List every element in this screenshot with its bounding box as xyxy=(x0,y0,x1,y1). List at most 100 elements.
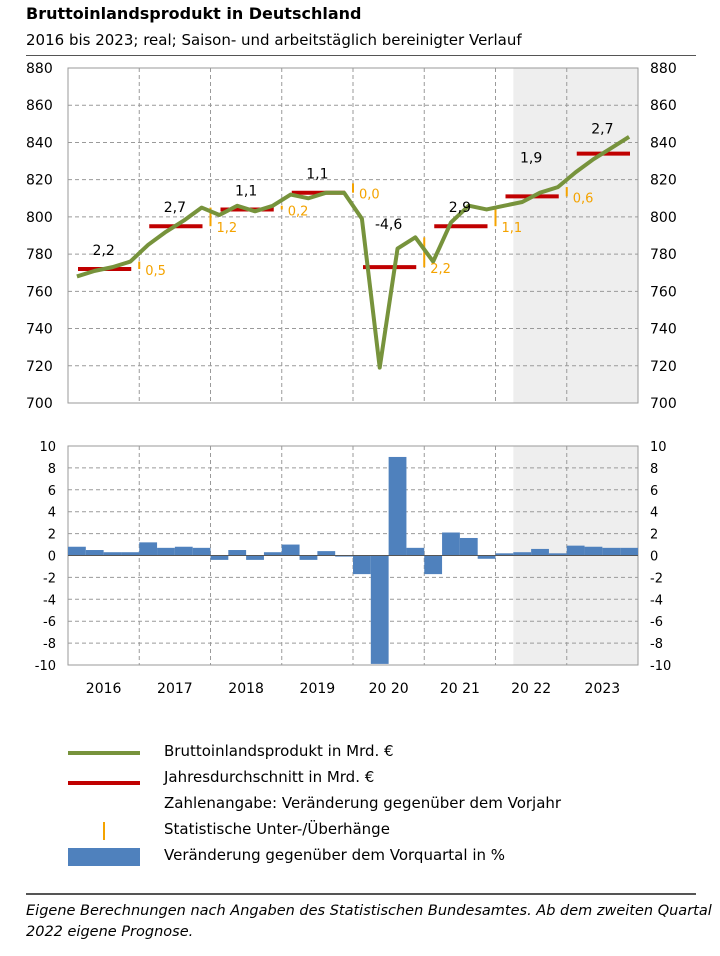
lower-y-tick-right: -10 xyxy=(650,659,671,674)
annual-change-label: 2,2 xyxy=(92,243,114,259)
lower-y-tick-left: 4 xyxy=(48,506,56,521)
legend-label-overhang: Statistische Unter-/Überhänge xyxy=(164,820,390,838)
lower-y-tick-right: -2 xyxy=(650,571,663,586)
lower-y-tick-left: 6 xyxy=(48,484,56,499)
quarterly-change-bar xyxy=(263,552,282,556)
quarterly-change-bar xyxy=(157,547,175,556)
legend-green-line-symbol xyxy=(68,751,140,755)
legend-label-annual-average: Jahresdurchschnitt in Mrd. € xyxy=(164,768,375,786)
lower-y-tick-left: -8 xyxy=(43,637,56,652)
lower-y-tick-left: -6 xyxy=(43,615,56,630)
quarterly-change-bar xyxy=(459,537,478,556)
upper-y-tick-right: 700 xyxy=(650,396,677,412)
lower-y-tick-left: -10 xyxy=(35,659,56,674)
quarterly-change-bar xyxy=(388,456,407,556)
x-year-label: 2018 xyxy=(228,681,264,697)
chart-title: Bruttoinlandsprodukt in Deutschland xyxy=(26,4,362,23)
upper-y-tick-left: 880 xyxy=(26,61,53,77)
quarterly-change-bar xyxy=(477,555,496,559)
footnote-rule xyxy=(26,893,696,895)
upper-y-tick-left: 760 xyxy=(26,284,53,300)
lower-y-tick-left: 8 xyxy=(48,462,56,477)
quarterly-change-bar xyxy=(584,546,603,556)
upper-y-tick-right: 840 xyxy=(650,135,677,151)
x-year-label: 20 22 xyxy=(511,681,551,697)
legend-label-yoy-figures: Zahlenangabe: Veränderung gegenüber dem … xyxy=(164,794,562,812)
lower-y-tick-right: 2 xyxy=(650,528,658,543)
overhang-label: 0,0 xyxy=(359,188,380,203)
annual-change-label: -4,6 xyxy=(375,217,402,233)
quarterly-change-bar xyxy=(281,544,300,556)
annual-change-label: 2,7 xyxy=(164,200,186,216)
upper-y-tick-left: 720 xyxy=(26,359,53,375)
lower-y-tick-right: 4 xyxy=(650,506,658,521)
upper-y-tick-left: 800 xyxy=(26,210,53,226)
legend-item-yoy-figures: Zahlenangabe: Veränderung gegenüber dem … xyxy=(68,792,708,818)
upper-y-tick-left: 840 xyxy=(26,135,53,151)
quarterly-change-bar xyxy=(424,555,443,575)
forecast-shade-upper xyxy=(513,68,638,403)
x-year-label: 2017 xyxy=(157,681,193,697)
quarterly-change-bar xyxy=(174,546,193,556)
annual-change-label: 2,7 xyxy=(591,122,613,138)
quarterly-change-bar xyxy=(495,553,514,556)
lower-y-tick-right: 10 xyxy=(650,440,667,455)
overhang-label: 0,6 xyxy=(573,191,594,206)
quarterly-change-bar xyxy=(121,552,140,556)
quarterly-change-bar xyxy=(85,550,104,556)
upper-y-tick-right: 800 xyxy=(650,210,677,226)
upper-y-tick-right: 860 xyxy=(650,98,677,114)
quarterly-change-bar xyxy=(531,548,549,556)
overhang-label: 2,2 xyxy=(430,262,451,277)
x-year-label: 20 20 xyxy=(369,681,409,697)
upper-y-tick-right: 720 xyxy=(650,359,677,375)
annual-change-label: 2,9 xyxy=(449,200,471,216)
quarterly-change-bar xyxy=(548,553,567,556)
upper-y-tick-left: 860 xyxy=(26,98,53,114)
quarterly-change-bar xyxy=(353,555,371,575)
footnote: Eigene Berechnungen nach Angaben des Sta… xyxy=(26,903,712,940)
legend-blue-bar-symbol xyxy=(68,848,140,866)
quarterly-change-bar xyxy=(335,555,353,557)
legend-item-overhang: Statistische Unter-/Überhänge xyxy=(68,818,708,844)
quarterly-change-bar xyxy=(442,532,460,556)
quarterly-change-bar xyxy=(210,555,229,560)
lower-y-tick-right: -6 xyxy=(650,615,663,630)
lower-y-tick-right: 0 xyxy=(650,550,658,565)
legend-item-quarterly-change: Veränderung gegenüber dem Vorquartal in … xyxy=(68,844,708,870)
upper-y-tick-left: 740 xyxy=(26,322,53,338)
quarterly-change-bar xyxy=(620,547,638,556)
upper-y-tick-left: 700 xyxy=(26,396,53,412)
lower-y-tick-left: 10 xyxy=(39,440,56,455)
legend-item-annual-average: Jahresdurchschnitt in Mrd. € xyxy=(68,766,708,792)
title-rule xyxy=(26,55,696,56)
quarterly-change-bar xyxy=(139,542,158,556)
lower-y-tick-right: -8 xyxy=(650,637,663,652)
quarterly-change-bar xyxy=(370,555,389,664)
x-year-label: 2016 xyxy=(86,681,122,697)
legend-item-gdp: Bruttoinlandsprodukt in Mrd. € xyxy=(68,740,708,766)
x-year-label: 2023 xyxy=(585,681,621,697)
legend-orange-tick-symbol xyxy=(103,822,105,840)
annual-change-label: 1,1 xyxy=(235,183,257,199)
quarterly-change-bar xyxy=(192,547,211,556)
quarterly-change-bar xyxy=(228,550,247,556)
chart-subtitle: 2016 bis 2023; real; Saison- und arbeits… xyxy=(26,31,522,49)
quarterly-change-bar xyxy=(602,547,621,556)
upper-plot-frame xyxy=(67,67,639,404)
legend-label-quarterly-change: Veränderung gegenüber dem Vorquartal in … xyxy=(164,846,506,864)
overhang-label: 0,5 xyxy=(145,264,166,279)
upper-y-tick-right: 780 xyxy=(650,247,677,263)
quarterly-change-bar xyxy=(68,546,86,556)
upper-y-tick-right: 740 xyxy=(650,322,677,338)
overhang-label: 1,2 xyxy=(217,221,238,236)
upper-y-tick-right: 820 xyxy=(650,173,677,189)
overhang-label: 0,2 xyxy=(288,204,309,219)
upper-y-tick-right: 880 xyxy=(650,61,677,77)
upper-y-tick-right: 760 xyxy=(650,284,677,300)
lower-y-tick-left: 2 xyxy=(48,528,56,543)
quarterly-change-bar xyxy=(406,547,425,556)
x-year-label: 2019 xyxy=(300,681,336,697)
legend-red-line-symbol xyxy=(68,781,140,785)
